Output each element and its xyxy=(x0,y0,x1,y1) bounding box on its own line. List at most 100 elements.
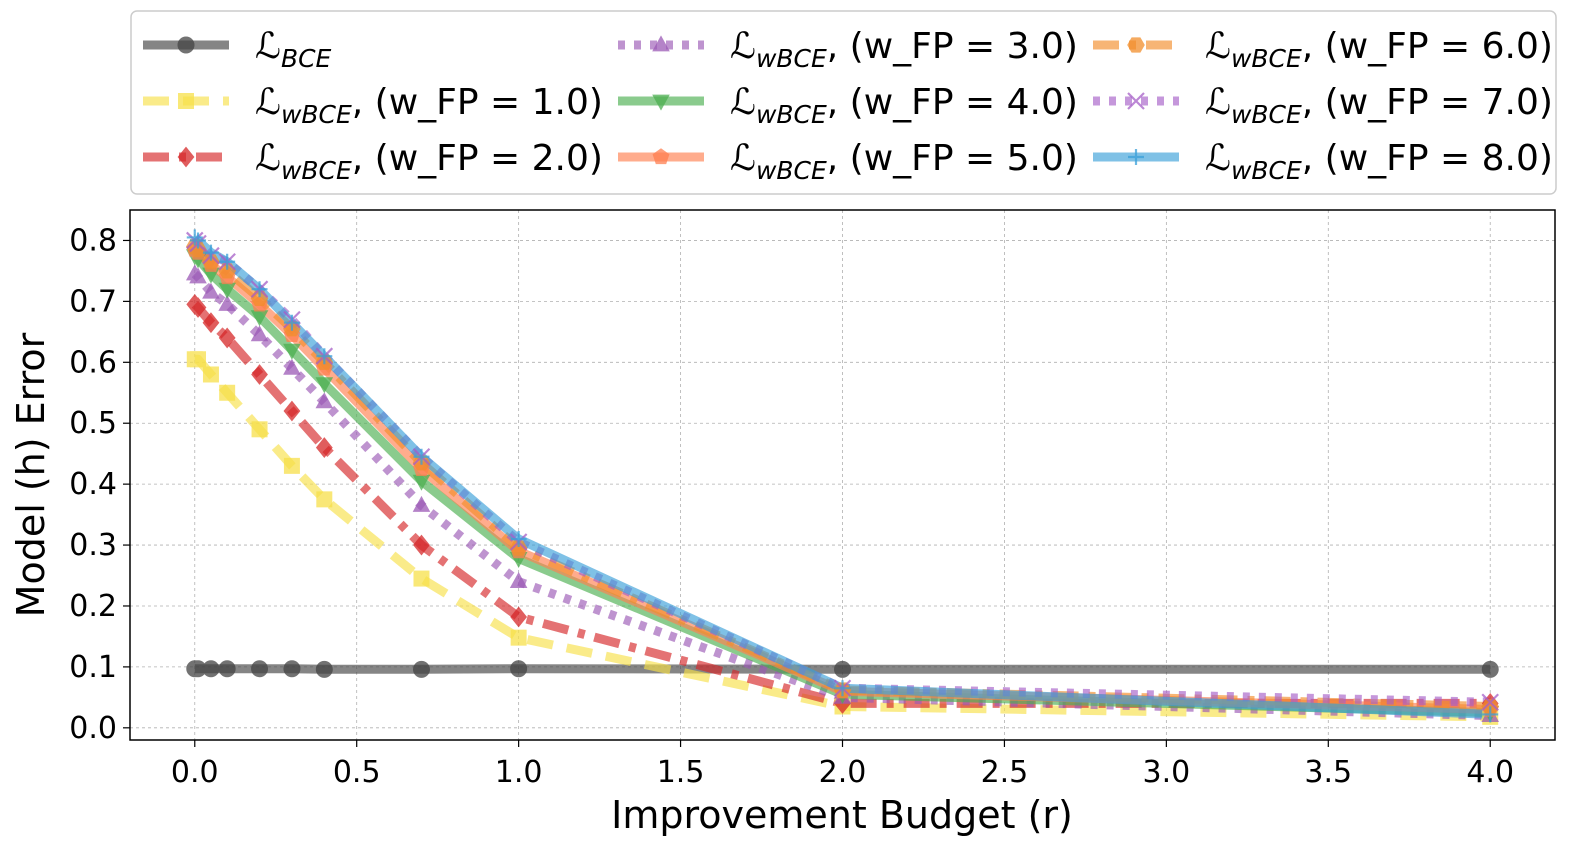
data-point-8-3 xyxy=(219,253,236,270)
legend-marker-8 xyxy=(1128,149,1144,165)
data-point-0-7 xyxy=(412,660,430,678)
legend-label-sub-4: wBCE xyxy=(756,100,827,129)
legend-marker-shape-5 xyxy=(652,148,670,165)
data-point-1-7 xyxy=(413,570,430,587)
legend-label-main-5: ℒ xyxy=(730,138,756,179)
legend-label-sub-6: wBCE xyxy=(1231,44,1302,73)
x-tick-label-0: 0.0 xyxy=(171,755,219,790)
legend-label-sub-5: wBCE xyxy=(756,156,827,185)
legend-label-sub-7: wBCE xyxy=(1231,100,1302,129)
data-point-0-3 xyxy=(218,660,236,678)
data-point-3-2 xyxy=(202,282,220,299)
data-point-4-6 xyxy=(315,377,334,394)
data-point-8-4 xyxy=(251,281,268,298)
legend-entry-7: ℒwBCE, (w_FP = 7.0) xyxy=(1093,82,1553,129)
legend-entry-5: ℒwBCE, (w_FP = 5.0) xyxy=(618,138,1078,185)
series-markers xyxy=(185,229,1500,725)
data-point-8-5 xyxy=(283,314,300,331)
legend-label-sub-1: wBCE xyxy=(281,100,352,129)
data-point-0-2 xyxy=(202,660,220,678)
data-point-8-9 xyxy=(834,680,851,697)
legend-label-tail-3: , (w_FP = 3.0) xyxy=(827,26,1078,67)
legend-label-main-6: ℒ xyxy=(1205,26,1231,67)
y-tick-label-0: 0.0 xyxy=(69,711,117,746)
data-point-3-6 xyxy=(315,392,334,409)
legend-label-tail-4: , (w_FP = 4.0) xyxy=(827,82,1078,123)
data-point-2-1 xyxy=(189,297,207,318)
data-point-3-8 xyxy=(509,572,528,589)
legend-label-1: ℒwBCE, (w_FP = 1.0) xyxy=(255,82,603,129)
legend-entry-4: ℒwBCE, (w_FP = 4.0) xyxy=(618,82,1078,129)
legend-marker-0 xyxy=(177,36,195,54)
legend-marker-3 xyxy=(652,35,670,52)
data-point-0-8 xyxy=(510,660,528,678)
data-point-1-8 xyxy=(510,629,527,646)
legend-label-main-3: ℒ xyxy=(730,26,756,67)
y-tick-label-4: 0.4 xyxy=(69,467,117,502)
legend-label-tail-1: , (w_FP = 1.0) xyxy=(352,82,603,123)
legend-label-3: ℒwBCE, (w_FP = 3.0) xyxy=(730,26,1078,73)
data-point-4-5 xyxy=(283,343,301,360)
data-point-1-3 xyxy=(219,384,236,401)
data-point-1-6 xyxy=(316,491,333,508)
data-point-3-3 xyxy=(218,294,236,311)
data-point-0-10 xyxy=(1481,660,1499,678)
legend-label-main-0: ℒ xyxy=(255,26,281,67)
legend-label-sub-0: BCE xyxy=(281,44,332,73)
data-point-8-7 xyxy=(413,448,430,465)
legend-marker-shape-2 xyxy=(177,146,195,168)
legend-entry-6: ℒwBCE, (w_FP = 6.0) xyxy=(1093,26,1553,73)
legend-label-main-8: ℒ xyxy=(1205,138,1231,179)
legend-label-sub-3: wBCE xyxy=(756,44,827,73)
legend-label-2: ℒwBCE, (w_FP = 2.0) xyxy=(255,138,603,185)
legend-entry-8: ℒwBCE, (w_FP = 8.0) xyxy=(1093,138,1553,185)
legend-label-main-7: ℒ xyxy=(1205,82,1231,123)
data-point-6-8 xyxy=(509,540,528,556)
legend-entry-1: ℒwBCE, (w_FP = 1.0) xyxy=(143,82,603,129)
series-line-3 xyxy=(191,270,1491,721)
data-point-1-2 xyxy=(202,366,219,383)
legend-label-sub-2: wBCE xyxy=(281,156,352,185)
legend-marker-shape-7 xyxy=(1127,92,1145,110)
legend-label-5: ℒwBCE, (w_FP = 5.0) xyxy=(730,138,1078,185)
legend-marker-shape-3 xyxy=(652,35,670,52)
data-point-6-1 xyxy=(189,242,207,258)
legend-marker-5 xyxy=(652,148,670,165)
y-tick-label-6: 0.6 xyxy=(69,345,117,380)
y-tick-label-7: 0.7 xyxy=(69,284,117,319)
y-tick-label-2: 0.2 xyxy=(69,589,117,624)
legend-label-tail-8: , (w_FP = 8.0) xyxy=(1302,138,1553,179)
data-point-8-0 xyxy=(186,229,203,246)
y-tick-label-1: 0.1 xyxy=(69,650,117,685)
x-tick-label-5: 2.5 xyxy=(981,755,1029,790)
legend-box xyxy=(130,10,1557,195)
data-point-0-5 xyxy=(283,660,301,678)
data-point-3-5 xyxy=(283,358,301,375)
legend-label-main-1: ℒ xyxy=(255,82,281,123)
data-point-2-3 xyxy=(218,327,236,349)
series-markers-0 xyxy=(186,660,1499,678)
legend-label-tail-7: , (w_FP = 7.0) xyxy=(1302,82,1553,123)
x-tick-label-3: 1.5 xyxy=(657,755,705,790)
legend-entry-2: ℒwBCE, (w_FP = 2.0) xyxy=(143,138,603,185)
data-point-0-9 xyxy=(834,660,851,678)
data-point-3-7 xyxy=(412,495,431,512)
legend-label-sub-8: wBCE xyxy=(1231,156,1302,185)
data-point-1-1 xyxy=(190,351,207,368)
data-point-4-7 xyxy=(412,474,431,491)
legend-marker-shape-8 xyxy=(1128,149,1144,165)
data-point-8-2 xyxy=(202,244,219,261)
legend-label-0: ℒBCE xyxy=(255,26,332,73)
data-point-8-6 xyxy=(316,348,333,365)
data-point-4-4 xyxy=(250,310,269,327)
legend-marker-shape-4 xyxy=(652,94,670,111)
y-tick-label-5: 0.5 xyxy=(69,406,117,441)
legend-marker-7 xyxy=(1127,92,1145,110)
legend-marker-shape-1 xyxy=(178,93,194,109)
legend-marker-2 xyxy=(177,146,195,168)
legend-marker-shape-6 xyxy=(1127,37,1145,53)
data-point-0-6 xyxy=(315,660,333,678)
x-tick-label-1: 0.5 xyxy=(333,755,381,790)
data-point-7-10 xyxy=(1481,693,1500,712)
